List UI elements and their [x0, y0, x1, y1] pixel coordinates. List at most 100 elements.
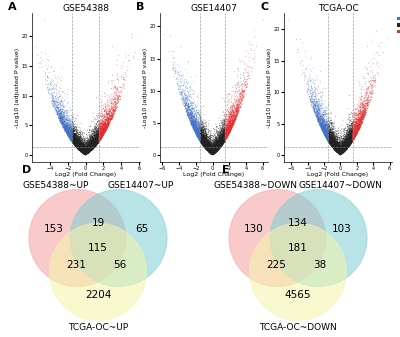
- Point: [204, 144, 210, 150]
- Point: [65, 130, 72, 136]
- Point: [334, 149, 341, 154]
- Point: [319, 125, 326, 130]
- Point: [110, 102, 117, 107]
- Point: [330, 145, 336, 150]
- Point: [206, 148, 212, 154]
- Point: [79, 148, 86, 153]
- Point: [220, 140, 227, 146]
- Point: [216, 132, 223, 137]
- Point: [199, 136, 206, 141]
- Point: [198, 134, 204, 139]
- Point: [319, 126, 326, 131]
- Point: [358, 119, 364, 124]
- Point: [224, 113, 230, 118]
- Point: [184, 96, 190, 102]
- Point: [193, 121, 199, 126]
- Point: [82, 152, 89, 157]
- Point: [86, 147, 93, 153]
- Point: [76, 144, 82, 149]
- Point: [202, 143, 209, 148]
- Point: [212, 147, 219, 153]
- Point: [344, 144, 350, 149]
- Point: [207, 147, 213, 152]
- Point: [210, 149, 216, 154]
- Point: [237, 105, 244, 110]
- Point: [210, 145, 216, 150]
- Point: [204, 140, 210, 145]
- Point: [349, 124, 356, 130]
- Point: [82, 151, 88, 156]
- Point: [223, 133, 229, 139]
- Point: [336, 150, 342, 156]
- Point: [321, 131, 328, 136]
- Point: [350, 137, 356, 143]
- Point: [335, 148, 342, 153]
- Point: [347, 141, 353, 146]
- Point: [337, 148, 344, 153]
- Point: [224, 131, 230, 136]
- Point: [205, 147, 211, 152]
- Point: [86, 147, 92, 152]
- Point: [78, 147, 84, 153]
- Point: [89, 147, 95, 152]
- Point: [347, 141, 353, 146]
- Point: [61, 114, 67, 120]
- Point: [174, 81, 181, 86]
- Point: [89, 141, 96, 146]
- Point: [82, 152, 88, 157]
- Point: [82, 144, 88, 150]
- Point: [358, 101, 364, 106]
- Point: [200, 137, 206, 143]
- Point: [207, 147, 213, 153]
- Point: [100, 126, 107, 131]
- Point: [73, 139, 79, 144]
- Point: [204, 146, 211, 152]
- Point: [82, 152, 89, 157]
- Point: [322, 128, 328, 133]
- Point: [200, 140, 207, 145]
- Point: [329, 140, 336, 145]
- Point: [110, 96, 117, 102]
- Point: [189, 115, 196, 120]
- Point: [77, 143, 83, 148]
- Point: [198, 116, 204, 122]
- Point: [202, 143, 208, 148]
- Point: [174, 74, 181, 80]
- Point: [325, 133, 331, 138]
- Point: [208, 145, 214, 150]
- Point: [229, 123, 235, 128]
- Point: [102, 127, 108, 132]
- Point: [207, 143, 214, 148]
- Point: [70, 139, 76, 145]
- Point: [340, 149, 346, 154]
- Point: [88, 138, 95, 144]
- Point: [83, 150, 89, 156]
- Point: [196, 137, 203, 142]
- Point: [75, 142, 81, 147]
- Point: [94, 141, 100, 146]
- Point: [82, 149, 88, 154]
- Point: [98, 133, 104, 139]
- Point: [207, 146, 214, 151]
- Point: [330, 144, 336, 150]
- Point: [331, 135, 337, 140]
- Point: [75, 145, 81, 150]
- Point: [325, 139, 332, 144]
- Point: [226, 127, 233, 132]
- Point: [342, 145, 348, 151]
- Point: [322, 129, 329, 135]
- Point: [233, 100, 239, 105]
- Point: [219, 141, 225, 147]
- Point: [68, 137, 74, 143]
- Point: [74, 137, 81, 143]
- Point: [348, 139, 355, 144]
- Point: [223, 127, 230, 132]
- Point: [218, 129, 224, 134]
- Point: [81, 150, 87, 155]
- Point: [212, 143, 218, 148]
- Point: [87, 144, 94, 149]
- Point: [332, 137, 338, 142]
- Point: [316, 110, 323, 115]
- Point: [357, 121, 364, 127]
- Point: [316, 119, 322, 124]
